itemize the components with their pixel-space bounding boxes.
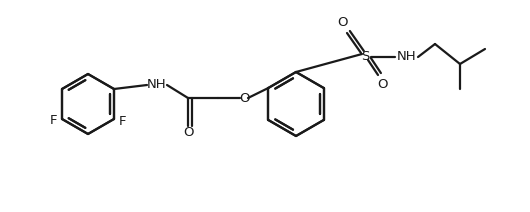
Text: NH: NH — [147, 78, 167, 91]
Text: O: O — [238, 92, 249, 105]
Text: F: F — [49, 114, 57, 127]
Text: S: S — [361, 50, 369, 64]
Text: O: O — [378, 78, 388, 92]
Text: O: O — [337, 15, 347, 28]
Text: NH: NH — [397, 49, 417, 63]
Text: O: O — [183, 127, 193, 139]
Text: F: F — [119, 114, 127, 127]
